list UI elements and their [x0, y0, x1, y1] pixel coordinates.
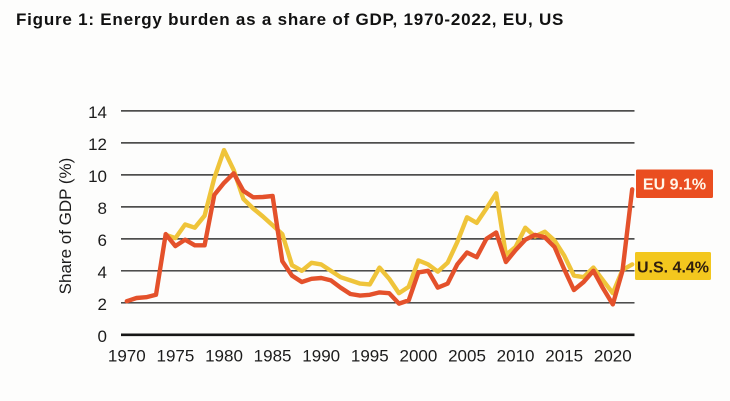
svg-text:0: 0 — [98, 327, 107, 346]
svg-text:2020: 2020 — [594, 347, 632, 366]
svg-text:1980: 1980 — [205, 347, 243, 366]
svg-text:EU 9.1%: EU 9.1% — [643, 176, 706, 193]
svg-text:1975: 1975 — [156, 347, 194, 366]
svg-text:12: 12 — [88, 135, 107, 154]
svg-text:1995: 1995 — [351, 347, 389, 366]
svg-text:4: 4 — [98, 263, 107, 282]
svg-text:Share of GDP (%): Share of GDP (%) — [56, 158, 75, 295]
svg-text:2010: 2010 — [497, 347, 535, 366]
svg-text:8: 8 — [98, 199, 107, 218]
svg-text:10: 10 — [88, 167, 107, 186]
svg-text:1985: 1985 — [254, 347, 292, 366]
svg-text:2000: 2000 — [399, 347, 437, 366]
svg-text:14: 14 — [88, 103, 107, 122]
svg-text:2015: 2015 — [545, 347, 583, 366]
svg-text:2: 2 — [98, 295, 107, 314]
svg-text:U.S. 4.4%: U.S. 4.4% — [637, 260, 709, 277]
svg-text:2005: 2005 — [448, 347, 486, 366]
svg-text:6: 6 — [98, 231, 107, 250]
svg-text:Figure 1: Energy burden as a s: Figure 1: Energy burden as a share of GD… — [16, 10, 564, 29]
svg-text:1970: 1970 — [108, 347, 146, 366]
svg-text:1990: 1990 — [302, 347, 340, 366]
